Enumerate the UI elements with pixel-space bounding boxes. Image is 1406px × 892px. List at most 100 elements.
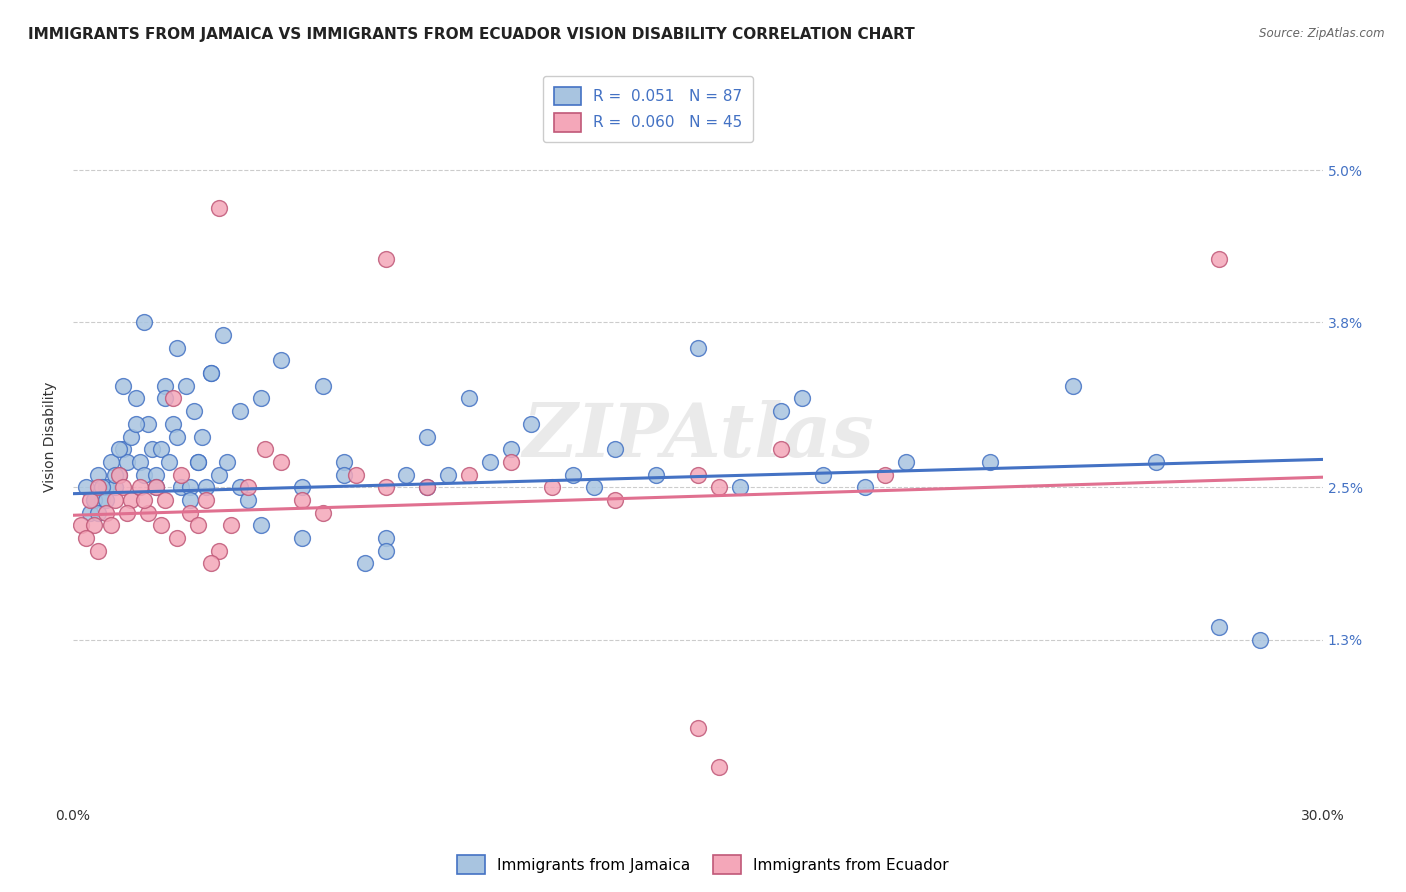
Point [153, 392, 176, 406]
Point [291, 480, 314, 494]
Point [1062, 379, 1084, 393]
Point [124, 392, 146, 406]
Point [104, 467, 127, 482]
Point [87, 543, 110, 558]
Point [153, 493, 176, 508]
Point [162, 392, 184, 406]
Point [395, 467, 418, 482]
Point [291, 493, 314, 508]
Point [236, 480, 259, 494]
Point [208, 543, 231, 558]
Text: Source: ZipAtlas.com: Source: ZipAtlas.com [1260, 27, 1385, 40]
Point [191, 429, 214, 443]
Point [83, 493, 105, 508]
Point [291, 531, 314, 545]
Point [603, 442, 626, 457]
Point [645, 467, 668, 482]
Point [208, 201, 231, 215]
Point [333, 455, 356, 469]
Point [217, 455, 239, 469]
Point [145, 467, 167, 482]
Point [229, 404, 252, 418]
Point [112, 480, 135, 494]
Point [96, 506, 118, 520]
Point [166, 429, 188, 443]
Point [853, 480, 876, 494]
Point [132, 315, 155, 329]
Point [195, 480, 218, 494]
Point [132, 493, 155, 508]
Point [79, 493, 101, 508]
Point [157, 455, 180, 469]
Point [792, 392, 814, 406]
Point [141, 442, 163, 457]
Point [603, 493, 626, 508]
Point [374, 543, 396, 558]
Point [145, 480, 167, 494]
Point [75, 480, 97, 494]
Point [187, 518, 209, 533]
Point [457, 392, 479, 406]
Point [79, 506, 101, 520]
Point [811, 467, 834, 482]
Point [374, 531, 396, 545]
Point [195, 493, 218, 508]
Point [253, 442, 276, 457]
Legend: Immigrants from Jamaica, Immigrants from Ecuador: Immigrants from Jamaica, Immigrants from… [451, 849, 955, 880]
Point [416, 429, 439, 443]
Point [132, 467, 155, 482]
Point [87, 506, 110, 520]
Point [582, 480, 605, 494]
Point [353, 557, 375, 571]
Point [437, 467, 460, 482]
Point [200, 557, 222, 571]
Point [83, 493, 105, 508]
Point [770, 404, 793, 418]
Point [541, 480, 564, 494]
Point [562, 467, 585, 482]
Point [83, 518, 105, 533]
Point [87, 480, 110, 494]
Point [728, 480, 751, 494]
Point [770, 442, 793, 457]
Point [179, 506, 201, 520]
Point [91, 480, 114, 494]
Point [104, 480, 127, 494]
Point [162, 417, 184, 431]
Point [87, 467, 110, 482]
Point [270, 353, 292, 368]
Point [108, 467, 131, 482]
Y-axis label: Vision Disability: Vision Disability [44, 382, 58, 491]
Point [112, 379, 135, 393]
Point [270, 455, 292, 469]
Point [170, 467, 193, 482]
Point [416, 480, 439, 494]
Point [499, 455, 522, 469]
Point [707, 480, 730, 494]
Point [416, 480, 439, 494]
Point [208, 467, 231, 482]
Point [212, 328, 235, 343]
Point [174, 379, 197, 393]
Point [312, 506, 335, 520]
Point [166, 341, 188, 355]
Point [374, 252, 396, 266]
Point [170, 480, 193, 494]
Point [128, 480, 150, 494]
Point [112, 442, 135, 457]
Point [153, 379, 176, 393]
Point [108, 442, 131, 457]
Point [1144, 455, 1167, 469]
Point [187, 455, 209, 469]
Point [104, 493, 127, 508]
Point [707, 759, 730, 773]
Point [374, 480, 396, 494]
Point [70, 518, 93, 533]
Point [1208, 252, 1230, 266]
Point [979, 455, 1001, 469]
Point [166, 531, 188, 545]
Point [120, 493, 142, 508]
Point [179, 480, 201, 494]
Point [478, 455, 501, 469]
Point [1208, 620, 1230, 634]
